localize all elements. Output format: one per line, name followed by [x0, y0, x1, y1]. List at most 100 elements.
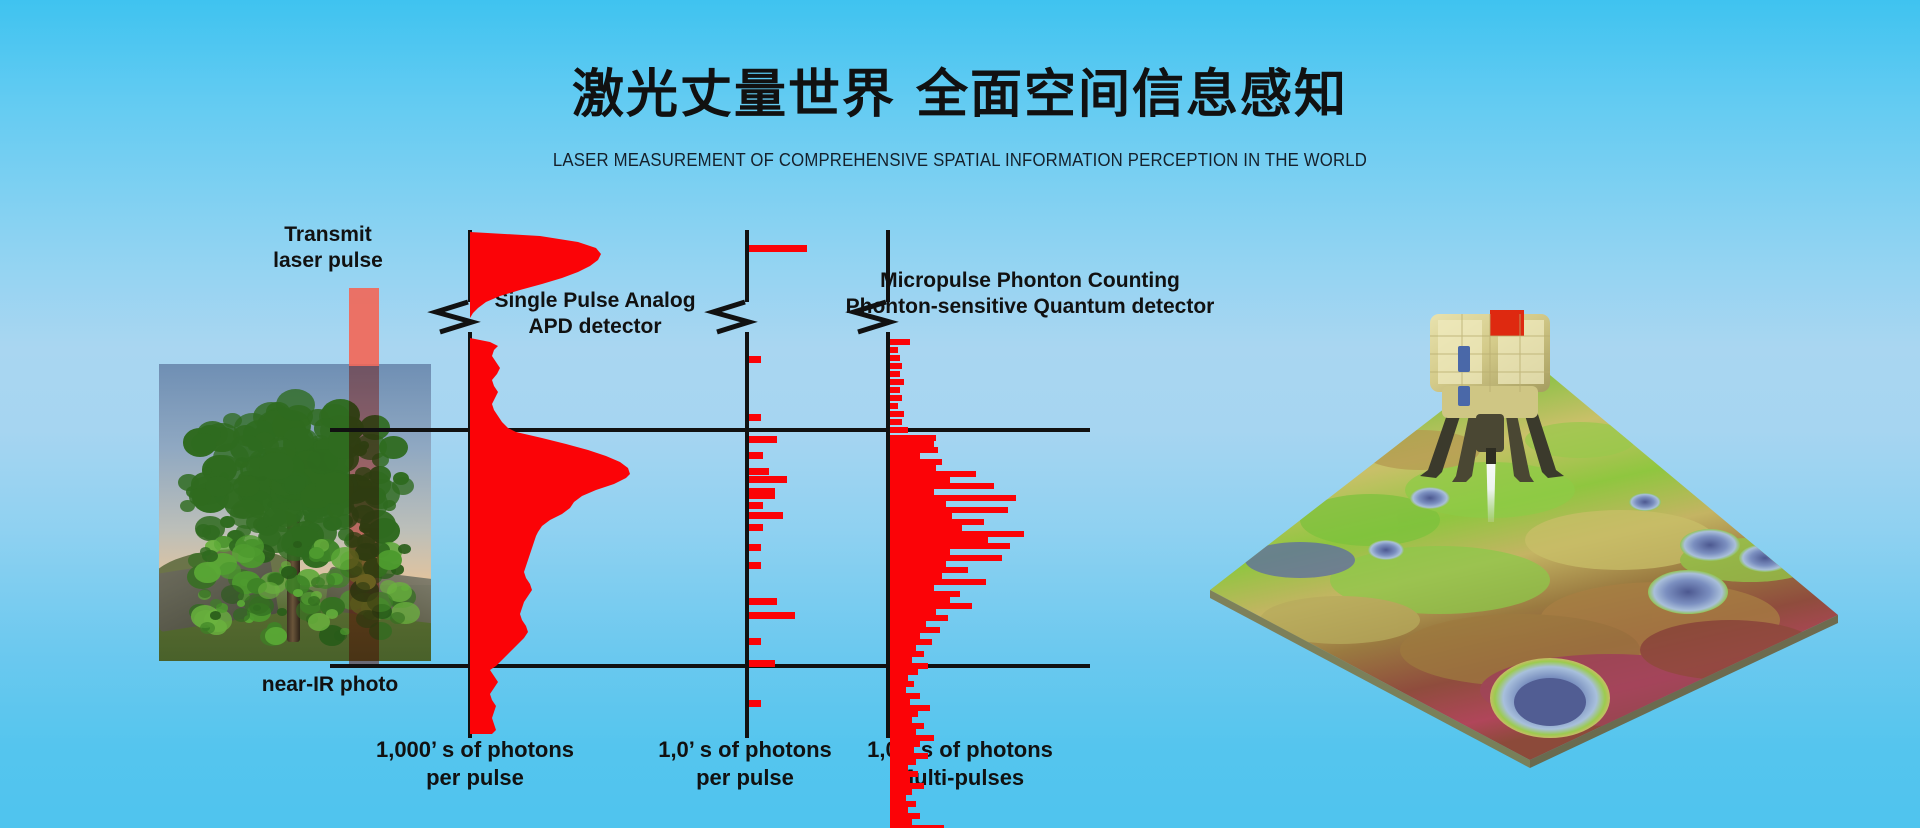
tree-canopy	[177, 388, 420, 647]
tree-foliage-cluster	[379, 435, 408, 459]
dense-photon-counting-bar	[890, 555, 1002, 561]
tree-foliage-cluster	[295, 511, 310, 523]
dense-photon-counting-bar	[890, 717, 912, 723]
dense-photon-counting-bar	[890, 681, 914, 687]
change-lunar-lander	[1420, 310, 1564, 482]
tree-foliage-cluster	[214, 536, 234, 552]
apd-line-2: APD detector	[528, 314, 662, 338]
sparse-photon-counting-bar	[749, 492, 775, 499]
dense-photon-counting-bar	[890, 403, 898, 409]
sparse-photon-counting-bar	[749, 488, 775, 495]
footer-3-line-1: 1,00’ s of photons	[867, 737, 1053, 762]
china-flag	[1490, 310, 1524, 336]
dense-photon-counting-bar	[890, 441, 934, 447]
sparse-photon-counting-bar	[749, 468, 769, 475]
footer-3-line-2: Multi-pulses	[895, 764, 1025, 790]
dense-photon-counting-bar	[890, 675, 908, 681]
crater	[1739, 544, 1791, 572]
dense-photon-counting-bar	[890, 537, 988, 543]
tree-foliage-cluster	[325, 609, 338, 620]
dense-photon-counting-bar	[890, 795, 906, 801]
dense-photon-counting-bar	[890, 395, 902, 401]
dense-photon-counting-bar	[890, 387, 900, 393]
tree-foliage-cluster	[244, 593, 271, 615]
tree-foliage-cluster	[215, 603, 228, 613]
tree-foliage-cluster	[397, 543, 411, 554]
page-title: 激光丈量世界 全面空间信息感知	[571, 65, 1349, 125]
tree-foliage-cluster	[263, 508, 287, 528]
tree-foliage-cluster	[280, 565, 297, 579]
dense-photon-counting-bar	[890, 459, 942, 465]
sparse-photon-counting-bar	[749, 700, 761, 707]
transmit-line-2: laser pulse	[273, 248, 383, 272]
dense-photon-counting-bar	[890, 355, 900, 361]
tree-foliage-cluster	[308, 522, 321, 533]
tree-foliage-cluster	[189, 487, 211, 506]
dense-photon-counting-bar	[890, 363, 902, 369]
dense-photon-counting-bar	[890, 513, 952, 519]
dense-photon-counting-bar	[890, 549, 950, 555]
micropulse-line-1: Micropulse Phonton Counting	[880, 269, 1180, 292]
dense-photon-counting-bar	[890, 411, 904, 417]
tree-foliage-cluster	[308, 546, 325, 559]
dense-photon-counting-bar	[890, 379, 904, 385]
dense-photon-counting-bar	[890, 663, 928, 669]
sparse-photon-counting-bar	[749, 476, 787, 483]
footer-2-line-2: per pulse	[696, 764, 794, 790]
dense-photon-counting-bar	[890, 561, 946, 567]
apd-line-1: Single Pulse Analog	[494, 289, 696, 312]
dense-photon-counting-bar	[890, 465, 936, 471]
tree-foliage-cluster	[232, 608, 251, 622]
tree-foliage-cluster	[307, 596, 321, 607]
sparse-photon-counting-bar	[749, 502, 763, 509]
dense-photon-counting-bar	[890, 693, 920, 699]
dense-photon-counting-bar	[890, 585, 934, 591]
tree-foliage-cluster	[258, 581, 280, 599]
tree-foliage-cluster	[293, 588, 304, 597]
dense-photon-counting-bar	[890, 609, 936, 615]
dense-photon-counting-bar	[890, 813, 920, 819]
tree-foliage-cluster	[194, 562, 221, 584]
tree-foliage-cluster	[276, 388, 316, 422]
dense-photon-counting-bar	[890, 519, 984, 525]
sparse-photon-counting-bar	[749, 598, 777, 605]
dense-photon-counting-bar	[890, 597, 950, 603]
footer-label-3: 1,00’ s of photons Multi-pulses	[815, 736, 1105, 791]
sparse-photon-counting-bar	[749, 245, 807, 252]
tree-foliage-cluster	[340, 627, 350, 636]
tree-foliage-cluster	[235, 534, 265, 558]
tree-foliage-cluster	[307, 613, 331, 632]
dense-photon-counting-bar	[890, 477, 950, 483]
dense-photon-counting-bar	[890, 657, 912, 663]
dense-photon-counting-bar	[890, 453, 920, 459]
sparse-photon-counting-bar	[749, 562, 761, 569]
sparse-photon-counting-bar	[749, 524, 763, 531]
tree-foliage-cluster	[281, 560, 292, 570]
sparse-photon-counting-bar	[749, 356, 761, 363]
tree-foliage-cluster	[201, 549, 218, 563]
dense-photon-counting-bar	[890, 723, 924, 729]
tree-foliage-cluster	[334, 630, 348, 641]
sparse-photon-counting-bar	[749, 638, 761, 645]
dense-photon-counting-bar	[890, 573, 942, 579]
tree-foliage-cluster	[259, 451, 294, 481]
dense-photon-counting-bar	[890, 427, 908, 433]
footer-1-line-2: per pulse	[426, 764, 524, 790]
dense-photon-counting-bar	[890, 633, 920, 639]
page-subtitle: LASER MEASUREMENT OF COMPREHENSIVE SPATI…	[552, 150, 1368, 170]
near-ir-photo-label: near-IR photo	[261, 673, 399, 696]
tree-foliage-cluster	[314, 471, 355, 505]
dense-photon-counting-bar	[890, 435, 936, 441]
tree-foliage-cluster	[377, 550, 403, 571]
tree-foliage-cluster	[264, 627, 288, 646]
sparse-photon-counting-bar	[749, 612, 795, 619]
tree-foliage-cluster	[253, 604, 262, 612]
tree-foliage-cluster	[220, 585, 245, 605]
footer-2-line-1: 1,0’ s of photons	[658, 737, 832, 762]
dense-photon-counting-bar	[890, 531, 1024, 537]
tree-foliage-cluster	[201, 466, 212, 476]
tree-foliage-cluster	[386, 581, 413, 602]
sparse-photon-counting-bar	[749, 452, 763, 459]
crater-large-floor	[1514, 678, 1586, 726]
dense-photon-counting-bar	[890, 621, 926, 627]
